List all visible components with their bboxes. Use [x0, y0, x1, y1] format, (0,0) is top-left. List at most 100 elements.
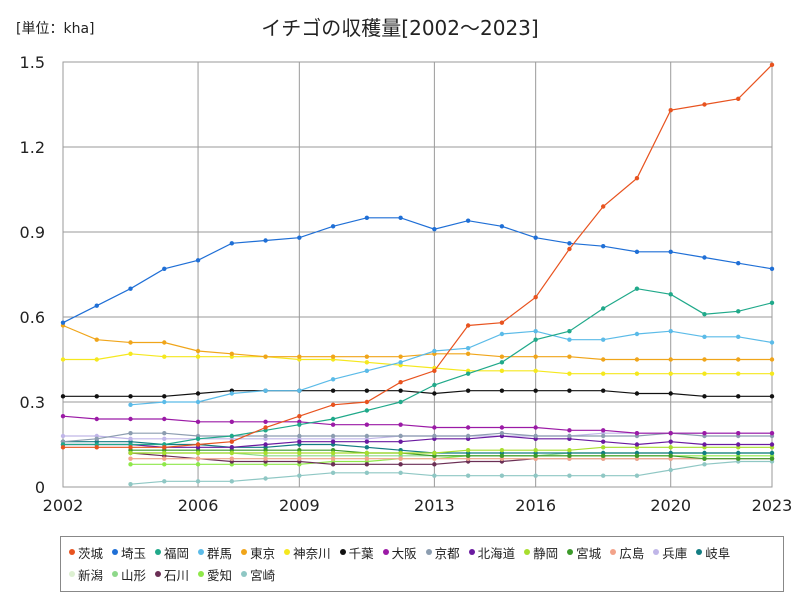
- series-point-0: [297, 413, 302, 419]
- series-point-12: [195, 456, 201, 461]
- series-point-11: [600, 453, 606, 459]
- legend-item-14: 岐阜: [696, 541, 730, 563]
- series-point-13: [162, 436, 167, 442]
- series-point-8: [263, 433, 268, 439]
- series-point-8: [432, 433, 437, 439]
- series-point-19: [162, 479, 167, 484]
- series-point-5: [94, 357, 99, 362]
- series-point-0: [195, 442, 201, 447]
- series-point-4: [465, 351, 471, 357]
- series-point-1: [263, 238, 268, 243]
- series-point-2: [364, 408, 370, 413]
- legend-item-11: 宮城: [567, 541, 601, 563]
- series-point-3: [162, 399, 167, 405]
- series-line-9: [63, 435, 772, 448]
- series-point-7: [263, 419, 268, 425]
- series-point-1: [736, 260, 741, 266]
- series-point-12: [398, 456, 403, 461]
- series-point-10: [465, 447, 471, 453]
- series-point-2: [499, 360, 505, 365]
- series-point-11: [567, 453, 572, 459]
- series-point-1: [634, 249, 640, 255]
- series-point-6: [600, 388, 606, 393]
- series-point-0: [567, 246, 572, 252]
- series-point-0: [499, 320, 505, 325]
- series-point-6: [465, 388, 471, 393]
- series-point-5: [600, 371, 606, 376]
- series-point-10: [499, 447, 505, 453]
- chart-plot: 0 0.3 0.6 0.9 1.2 1.5 2002 2006 2009 2013 2016 2020…: [20, 53, 793, 515]
- series-point-19: [499, 473, 505, 478]
- series-point-10: [364, 450, 370, 456]
- series-point-5: [162, 354, 167, 359]
- y-tick-label: 0.9: [20, 223, 45, 242]
- legend-item-12: 広島: [610, 541, 644, 563]
- series-point-2: [567, 328, 572, 334]
- series-point-2: [229, 433, 235, 439]
- series-point-4: [195, 348, 201, 354]
- legend-swatch: [610, 549, 617, 555]
- series-point-19: [600, 473, 606, 478]
- legend-item-2: 福岡: [155, 541, 189, 563]
- series-point-4: [600, 357, 606, 362]
- series-point-10: [128, 450, 133, 456]
- legend-item-19: 宮崎: [241, 563, 275, 585]
- series-point-19: [398, 470, 403, 476]
- legend-item-8: 京都: [425, 541, 460, 563]
- y-tick-label: 1.2: [20, 138, 45, 157]
- series-point-18: [162, 462, 167, 467]
- series-point-6: [432, 391, 437, 396]
- series-point-1: [128, 286, 133, 291]
- legend: 茨城 埼玉 福岡 群馬 東京 神奈川 千葉 大阪 京都 北海道 静岡 宮城 広島 兵庫 岐阜 新潟 山形 石川 愛知…: [60, 536, 784, 592]
- series-point-10: [195, 450, 201, 456]
- series-point-9: [297, 439, 302, 444]
- series-point-4: [702, 357, 707, 362]
- series-point-3: [600, 337, 606, 342]
- series-point-13: [128, 436, 133, 442]
- series-point-14: [702, 450, 707, 456]
- series-point-7: [634, 430, 640, 436]
- series-line-2: [63, 288, 773, 446]
- legend-label: 千葉: [348, 545, 374, 561]
- legend-item-13: 兵庫: [653, 541, 687, 563]
- series-point-7: [668, 430, 673, 436]
- legend-label: 茨城: [78, 545, 104, 561]
- series-point-12: [263, 456, 268, 461]
- legend-swatch: [155, 549, 162, 555]
- series-point-0: [330, 402, 336, 408]
- unit-label: [単位：kha]: [16, 21, 95, 37]
- series-point-0: [600, 204, 606, 209]
- legend-swatch: [241, 571, 248, 577]
- series-point-3: [533, 328, 538, 334]
- legend-swatch: [524, 549, 531, 555]
- series-point-3: [330, 377, 336, 382]
- series-point-4: [634, 357, 640, 362]
- series-point-12: [330, 456, 336, 461]
- series-point-1: [195, 258, 201, 263]
- legend-swatch: [468, 549, 475, 555]
- series-point-4: [297, 354, 302, 359]
- series-point-3: [736, 334, 741, 340]
- series-point-0: [432, 368, 437, 374]
- y-tick-label: 1.5: [20, 53, 45, 72]
- series-point-11: [634, 453, 640, 459]
- series-point-8: [465, 433, 471, 439]
- series-point-3: [128, 402, 133, 408]
- series-point-8: [364, 433, 370, 439]
- legend-item-10: 静岡: [524, 541, 558, 563]
- series-point-9: [769, 442, 775, 447]
- series-point-3: [668, 328, 673, 334]
- legend-item-4: 東京: [241, 541, 275, 563]
- series-point-7: [736, 430, 741, 436]
- series-point-19: [330, 470, 336, 476]
- series-point-1: [364, 215, 370, 221]
- series-point-0: [263, 425, 268, 430]
- legend-label: 山形: [121, 567, 147, 583]
- series-point-9: [668, 439, 673, 444]
- series-line-14: [63, 441, 772, 454]
- legend-item-18: 愛知: [198, 563, 232, 585]
- legend-swatch: [382, 549, 389, 555]
- series-point-17: [432, 462, 437, 467]
- legend-swatch: [112, 549, 119, 555]
- series-point-11: [668, 453, 673, 459]
